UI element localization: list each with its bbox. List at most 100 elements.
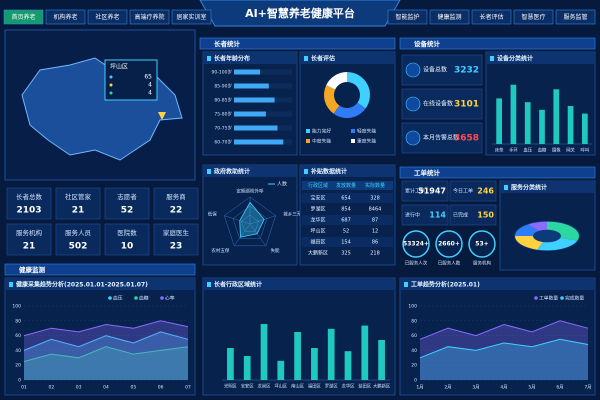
device-value: 3232: [454, 66, 479, 76]
legend-label: 中度失能: [312, 138, 331, 145]
age-label: 90-100岁: [212, 69, 232, 76]
nav-button[interactable]: [387, 9, 428, 25]
legend-label: 轻度失能: [357, 128, 376, 135]
y-tick-label: 60: [15, 333, 21, 339]
page-title: AI+智慧养老健康平台: [245, 6, 355, 20]
nav-button[interactable]: [429, 9, 470, 25]
donut-slice: [324, 85, 340, 114]
bar: [524, 102, 531, 144]
bar: [234, 125, 278, 131]
tooltip-dot: [109, 75, 113, 79]
x-tick-label: 福田区: [308, 383, 322, 390]
bar: [539, 109, 545, 144]
radar-grid: [232, 205, 268, 239]
nav-button[interactable]: [555, 9, 596, 25]
nav-label: 高端疗养院: [134, 13, 164, 21]
age-label: 80-85岁: [214, 97, 232, 104]
stat-value: 502: [69, 242, 88, 252]
radar-label: 城乡三无: [283, 210, 301, 217]
table-cell: 654: [341, 196, 351, 202]
stat-value: 10: [121, 242, 134, 252]
panel-title: 补贴数据统计: [310, 168, 347, 176]
section-bar: [199, 37, 396, 50]
pie-slice: [515, 224, 539, 236]
legend-swatch: [351, 129, 355, 133]
tooltip-title: 坪山区: [110, 63, 128, 71]
tooltip-dot: [109, 83, 113, 87]
stat-card: [6, 187, 52, 220]
bar: [234, 111, 266, 117]
order-value: 114: [429, 211, 446, 220]
area: [24, 346, 188, 380]
title-icon: [207, 282, 211, 287]
legend-swatch: [306, 139, 310, 143]
tooltip-value: 4: [148, 90, 152, 97]
stat-value: 52: [121, 206, 134, 216]
order-label: 累计工单: [405, 188, 425, 195]
age-label: 85-90岁: [214, 83, 232, 90]
radar-grid: [241, 214, 259, 232]
nav-button[interactable]: [471, 9, 512, 25]
legend-label: 完成数量: [565, 295, 584, 302]
x-tick-label: 5月: [528, 385, 535, 391]
legend-label: 工单数量: [539, 295, 558, 302]
age-label: 75-80岁: [214, 111, 232, 118]
radar-label: 农村五保: [211, 247, 229, 254]
y-tick-label: 0: [18, 378, 21, 384]
bar: [234, 83, 269, 89]
age-label: 60-70岁: [214, 139, 232, 146]
table-cell: 12: [372, 229, 378, 235]
legend-label: 重度失能: [357, 138, 376, 145]
x-tick-label: 4月: [500, 385, 507, 391]
radar-axis: [249, 223, 267, 246]
device-value: 3658: [454, 134, 479, 144]
nav-button[interactable]: [171, 9, 212, 25]
ring-label: 已服务人次: [405, 260, 428, 267]
title-icon: [504, 185, 508, 190]
table-cell: 87: [372, 218, 378, 224]
nav-button[interactable]: [45, 9, 86, 25]
y-tick-label: 60: [411, 333, 417, 339]
x-tick-label: 1月: [416, 385, 423, 391]
bar: [567, 106, 574, 144]
x-tick-label: 南山区: [291, 383, 305, 390]
area: [24, 331, 188, 380]
table-row: [302, 193, 393, 203]
pie-slice: [537, 237, 578, 251]
table-header-cell: 行政区域: [308, 182, 328, 189]
order-value: 246: [477, 187, 494, 196]
nav-button[interactable]: [129, 9, 170, 25]
nav-label: 机构养老: [53, 13, 77, 21]
bar: [553, 89, 560, 144]
table-row: [302, 237, 393, 247]
table-cell: 8464: [369, 207, 382, 213]
section-bar: [399, 37, 596, 50]
donut-slice: [333, 102, 366, 119]
stat-label: 长者总数: [16, 192, 43, 201]
x-tick-label: 03: [76, 385, 82, 391]
title-icon: [490, 56, 494, 61]
x-tick-label: 宝安区: [241, 383, 255, 390]
nav-button[interactable]: [3, 9, 44, 25]
radar-area: [239, 201, 265, 238]
order-label: 进行中: [405, 212, 420, 219]
nav-button[interactable]: [87, 9, 128, 25]
title-icon: [404, 282, 408, 287]
x-tick-label: 7月: [584, 385, 591, 391]
x-tick-label: 摄像: [552, 147, 561, 154]
x-tick-label: 网关: [566, 147, 575, 154]
table-cell: 218: [370, 251, 380, 257]
x-tick-label: 血压: [523, 147, 532, 154]
line: [419, 320, 589, 340]
nav-button[interactable]: [513, 9, 554, 25]
ring: [468, 230, 496, 258]
x-tick-label: 坪山区: [274, 383, 288, 390]
stat-card: [104, 187, 150, 220]
order-label: 已完成: [453, 212, 468, 219]
panel-title: 健康采集趋势分析(2025.01.01-2025.01.07): [16, 281, 148, 289]
map-tooltip: [104, 59, 158, 101]
stat-label: 服务机构: [16, 228, 43, 237]
stat-label: 志愿者: [117, 192, 137, 201]
nav-label: 首页养老: [11, 13, 35, 21]
